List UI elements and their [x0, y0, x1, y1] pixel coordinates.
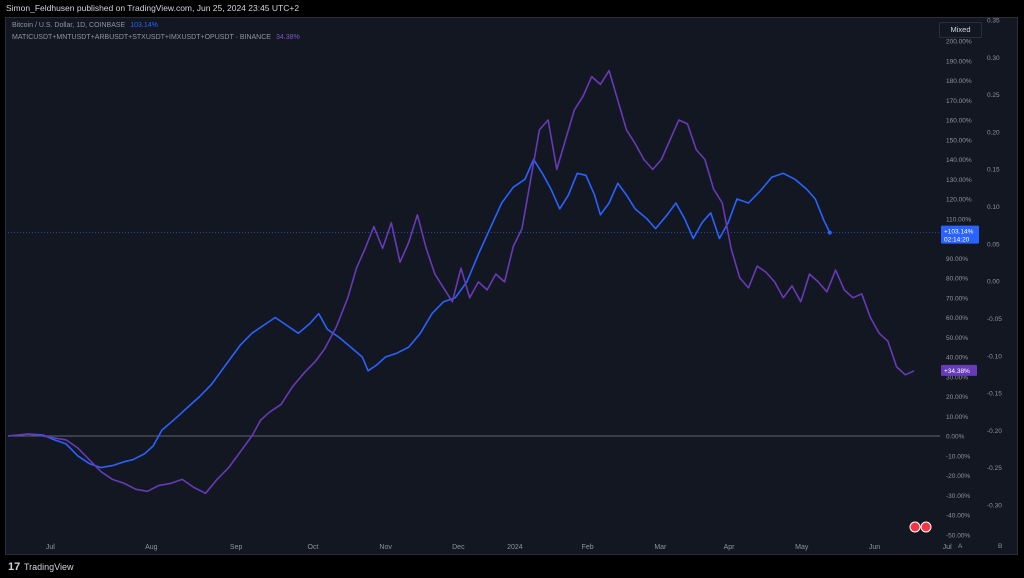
basket-value-badge — [941, 364, 977, 376]
percent-tick-label: 30.00% — [946, 374, 968, 381]
percent-tick-label: 190.00% — [946, 58, 972, 65]
legend-basket-value: 34.38% — [275, 34, 300, 41]
x-tick-label: Dec — [452, 544, 465, 551]
series-line-1 — [7, 69, 915, 495]
legend-btc-name: Bitcoin / U.S. Dollar, 1D, COINBASE — [12, 22, 126, 29]
btc-badge-label: +103.14% — [944, 229, 974, 236]
right-tick-label: 0.35 — [987, 18, 1000, 25]
right-tick-label: -0.05 — [987, 316, 1002, 323]
x-tick-label: Oct — [307, 544, 318, 551]
right-tick-label: 0.25 — [987, 92, 1000, 99]
percent-tick-label: 0.00% — [946, 434, 965, 441]
legend-btc[interactable]: Bitcoin / U.S. Dollar, 1D, COINBASE 103.1… — [12, 22, 158, 29]
percent-tick-label: 130.00% — [946, 177, 972, 184]
percent-tick-label: -20.00% — [946, 473, 970, 480]
percent-tick-label: 200.00% — [946, 39, 972, 46]
x-tick-label: Sep — [230, 544, 243, 551]
percent-tick-label: 90.00% — [946, 256, 968, 263]
btc-value-badge — [941, 225, 979, 244]
x-tick-label: Nov — [379, 544, 392, 551]
percent-tick-label: 160.00% — [946, 118, 972, 125]
right-tick-label: -0.30 — [987, 503, 1002, 510]
x-tick-label: Jul — [943, 544, 952, 551]
percent-tick-label: -50.00% — [946, 532, 970, 539]
event-flag-icon — [909, 521, 921, 533]
percent-tick-label: -30.00% — [946, 493, 970, 500]
legend-basket-name: MATICUSDT+MNTUSDT+ARBUSDT+STXUSDT+IMXUSD… — [12, 34, 271, 41]
auto-scale-button[interactable]: A — [958, 543, 963, 550]
x-tick-label: Apr — [724, 544, 736, 551]
right-tick-label: 0.15 — [987, 167, 1000, 174]
percent-tick-label: -10.00% — [946, 453, 970, 460]
percent-tick-label: 50.00% — [946, 335, 968, 342]
percent-tick-label: 150.00% — [946, 137, 972, 144]
percent-tick-label: 180.00% — [946, 78, 972, 85]
right-tick-label: -0.15 — [987, 391, 1002, 398]
right-tick-label: 0.00 — [987, 279, 1000, 286]
percent-tick-label: 80.00% — [946, 276, 968, 283]
right-tick-label: -0.25 — [987, 465, 1002, 472]
x-tick-label: Jul — [46, 544, 55, 551]
percent-tick-label: 60.00% — [946, 315, 968, 322]
chart-frame[interactable] — [5, 17, 1018, 555]
legend-basket[interactable]: MATICUSDT+MNTUSDT+ARBUSDT+STXUSDT+IMXUSD… — [12, 34, 300, 41]
percent-tick-label: 20.00% — [946, 394, 968, 401]
x-tick-label: Jun — [869, 544, 880, 551]
x-tick-label: Aug — [145, 544, 158, 551]
legend-btc-value: 103.14% — [130, 22, 158, 29]
btc-countdown-label: 02:14:20 — [944, 237, 970, 244]
percent-tick-label: 170.00% — [946, 98, 972, 105]
btc-last-point — [827, 230, 832, 235]
percent-tick-label: 110.00% — [946, 216, 971, 223]
event-flag-icon — [920, 521, 932, 533]
right-tick-label: -0.20 — [987, 428, 1002, 435]
footer-bar: 17 TradingView — [0, 557, 1024, 578]
publish-header: Simon_Feldhusen published on TradingView… — [0, 0, 1024, 17]
percent-tick-label: 10.00% — [946, 414, 968, 421]
series-line-0 — [7, 158, 831, 469]
percent-tick-label: 70.00% — [946, 295, 968, 302]
tradingview-brand: TradingView — [24, 562, 74, 572]
x-tick-label: May — [795, 544, 809, 551]
percent-tick-label: 40.00% — [946, 355, 968, 362]
basket-badge-label: +34.38% — [944, 368, 970, 375]
x-tick-label: 2024 — [507, 544, 523, 551]
percent-tick-label: -40.00% — [946, 513, 970, 520]
tradingview-logo-icon: 17 — [8, 561, 21, 573]
right-tick-label: 0.05 — [987, 241, 1000, 248]
x-tick-label: Feb — [582, 544, 594, 551]
percent-tick-label: 120.00% — [946, 197, 972, 204]
percent-tick-label: 140.00% — [946, 157, 972, 164]
right-tick-label: -0.10 — [987, 353, 1002, 360]
x-tick-label: Mar — [654, 544, 667, 551]
right-tick-label: 0.20 — [987, 129, 1000, 136]
scale-mode-button[interactable]: Mixed — [939, 22, 982, 38]
right-tick-label: 0.30 — [987, 55, 1000, 62]
right-tick-label: 0.10 — [987, 204, 1000, 211]
log-scale-button[interactable]: B — [998, 543, 1003, 550]
